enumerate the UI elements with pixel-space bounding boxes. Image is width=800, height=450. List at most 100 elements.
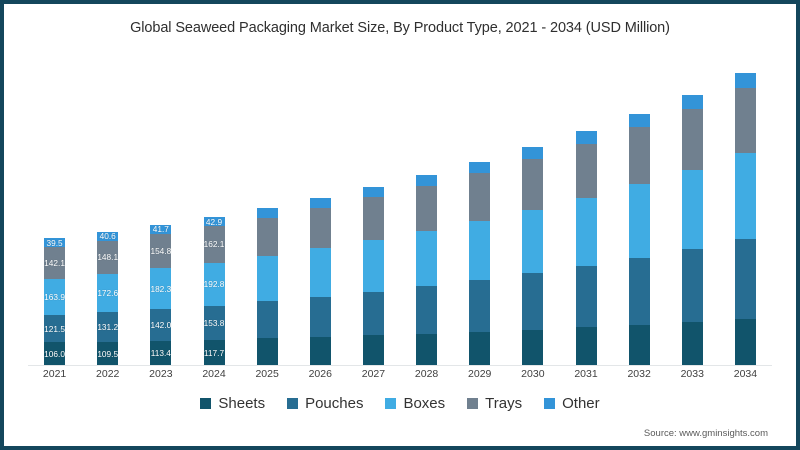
bar-segment-pouches[interactable] <box>681 248 703 323</box>
bar-column-2024[interactable]: 117.7 153.8 192.8 162.1 42.9 <box>203 216 225 366</box>
bar-segment-boxes[interactable]: 172.6 <box>97 273 119 313</box>
bar-segment-other[interactable]: 40.6 <box>97 231 119 241</box>
bar-segment-other[interactable]: 39.5 <box>44 238 66 248</box>
bar-segment-sheets[interactable] <box>522 329 544 366</box>
bar-segment-sheets[interactable] <box>256 338 278 366</box>
legend-item-pouches[interactable]: Pouches <box>287 395 363 412</box>
bar-column-2025[interactable] <box>256 207 278 366</box>
bar-segment-other[interactable] <box>734 73 756 88</box>
bar-segment-other[interactable] <box>522 147 544 160</box>
bar-segment-trays[interactable] <box>256 217 278 256</box>
bar-segment-other[interactable]: 42.9 <box>203 216 225 227</box>
bar-segment-pouches[interactable] <box>416 286 438 334</box>
bar-segment-pouches[interactable] <box>309 296 331 337</box>
bar-column-2032[interactable] <box>628 113 650 366</box>
bar-segment-boxes[interactable] <box>734 153 756 239</box>
bar-column-2028[interactable] <box>416 174 438 366</box>
bar-column-2027[interactable] <box>362 186 384 366</box>
bar-column-2033[interactable] <box>681 94 703 366</box>
bar-segment-boxes[interactable]: 192.8 <box>203 262 225 306</box>
bar-segment-trays[interactable]: 154.8 <box>150 233 172 269</box>
bar-segment-sheets[interactable]: 117.7 <box>203 339 225 366</box>
bar-segment-other[interactable] <box>362 186 384 198</box>
bar-segment-trays[interactable]: 142.1 <box>44 247 66 279</box>
bar-segment-other[interactable] <box>309 197 331 208</box>
bar-segment-other[interactable] <box>416 174 438 186</box>
bar-segment-other[interactable] <box>628 113 650 128</box>
legend-label: Sheets <box>218 395 266 412</box>
bar-segment-pouches[interactable] <box>628 257 650 325</box>
bar-segment-sheets[interactable] <box>362 335 384 366</box>
legend-item-other[interactable]: Other <box>544 395 600 412</box>
bar-column-2022[interactable]: 109.5 131.2 172.6 148.1 40.6 <box>97 231 119 366</box>
bar-segment-other[interactable] <box>256 207 278 218</box>
bar-segment-trays[interactable] <box>362 197 384 240</box>
bar-column-2031[interactable] <box>575 131 597 366</box>
bar-segment-sheets[interactable] <box>734 319 756 366</box>
bar-column-2030[interactable] <box>522 147 544 366</box>
bar-segment-boxes[interactable] <box>309 247 331 297</box>
bar-segment-boxes[interactable] <box>362 239 384 292</box>
x-axis-line <box>28 365 772 366</box>
bar-segment-boxes[interactable] <box>522 209 544 274</box>
bar-column-2034[interactable] <box>734 73 756 366</box>
bar-segment-sheets[interactable] <box>681 322 703 366</box>
chart-legend: Sheets Pouches Boxes Trays Other <box>4 395 796 412</box>
bar-column-2023[interactable]: 113.4 142.0 182.3 154.8 41.7 <box>150 224 172 366</box>
bar-segment-pouches[interactable] <box>469 279 491 332</box>
x-tick-2033: 2033 <box>680 368 704 380</box>
bar-column-2026[interactable] <box>309 197 331 366</box>
bar-segment-trays[interactable] <box>575 144 597 198</box>
bar-segment-trays[interactable] <box>628 127 650 185</box>
bar-segment-pouches[interactable] <box>362 291 384 336</box>
bar-segment-pouches[interactable]: 131.2 <box>97 312 119 342</box>
bar-segment-boxes[interactable]: 182.3 <box>150 268 172 310</box>
bar-segment-other[interactable] <box>469 161 491 174</box>
bar-segment-boxes[interactable] <box>628 184 650 258</box>
x-tick-2032: 2032 <box>627 368 651 380</box>
bar-segment-other[interactable] <box>681 94 703 109</box>
bar-segment-pouches[interactable] <box>734 238 756 320</box>
bar-column-2021[interactable]: 106.0 121.5 163.9 142.1 39.5 <box>44 238 66 366</box>
legend-item-sheets[interactable]: Sheets <box>200 395 265 412</box>
bar-column-2029[interactable] <box>469 161 491 366</box>
bar-segment-sheets[interactable] <box>416 333 438 366</box>
bar-segment-pouches[interactable] <box>575 265 597 328</box>
bar-segment-sheets[interactable]: 106.0 <box>44 342 66 366</box>
bar-value-label: 182.3 <box>150 283 172 294</box>
bar-segment-pouches[interactable]: 153.8 <box>203 305 225 340</box>
bar-segment-sheets[interactable]: 109.5 <box>97 341 119 366</box>
bar-value-label: 117.7 <box>203 347 225 358</box>
bar-segment-trays[interactable] <box>469 173 491 221</box>
bar-segment-sheets[interactable]: 113.4 <box>150 340 172 366</box>
bar-segment-sheets[interactable] <box>309 336 331 366</box>
legend-item-trays[interactable]: Trays <box>467 395 522 412</box>
bar-segment-trays[interactable] <box>522 159 544 210</box>
bar-segment-boxes[interactable] <box>681 169 703 249</box>
bar-segment-trays[interactable] <box>309 207 331 248</box>
bar-segment-other[interactable]: 41.7 <box>150 224 172 234</box>
bar-segment-trays[interactable]: 148.1 <box>97 240 119 274</box>
bar-segment-pouches[interactable] <box>522 273 544 330</box>
bar-value-label: 142.0 <box>150 319 172 330</box>
bar-segment-sheets[interactable] <box>575 327 597 366</box>
bar-segment-trays[interactable] <box>416 185 438 231</box>
bar-segment-other[interactable] <box>575 131 597 145</box>
bar-segment-boxes[interactable]: 163.9 <box>44 278 66 316</box>
bar-segment-boxes[interactable] <box>256 255 278 302</box>
bar-segment-trays[interactable] <box>681 108 703 170</box>
bar-segment-sheets[interactable] <box>628 324 650 366</box>
bar-segment-pouches[interactable] <box>256 301 278 339</box>
bar-segment-pouches[interactable]: 142.0 <box>150 309 172 341</box>
bar-segment-boxes[interactable] <box>469 220 491 280</box>
bar-segment-trays[interactable] <box>734 87 756 154</box>
bar-segment-trays[interactable]: 162.1 <box>203 226 225 263</box>
bar-segment-boxes[interactable] <box>416 230 438 287</box>
legend-item-boxes[interactable]: Boxes <box>385 395 445 412</box>
x-tick-2022: 2022 <box>96 368 120 380</box>
bar-segment-sheets[interactable] <box>469 331 491 366</box>
x-tick-2025: 2025 <box>255 368 279 380</box>
bar-segment-pouches[interactable]: 121.5 <box>44 315 66 343</box>
bar-segment-boxes[interactable] <box>575 197 597 266</box>
